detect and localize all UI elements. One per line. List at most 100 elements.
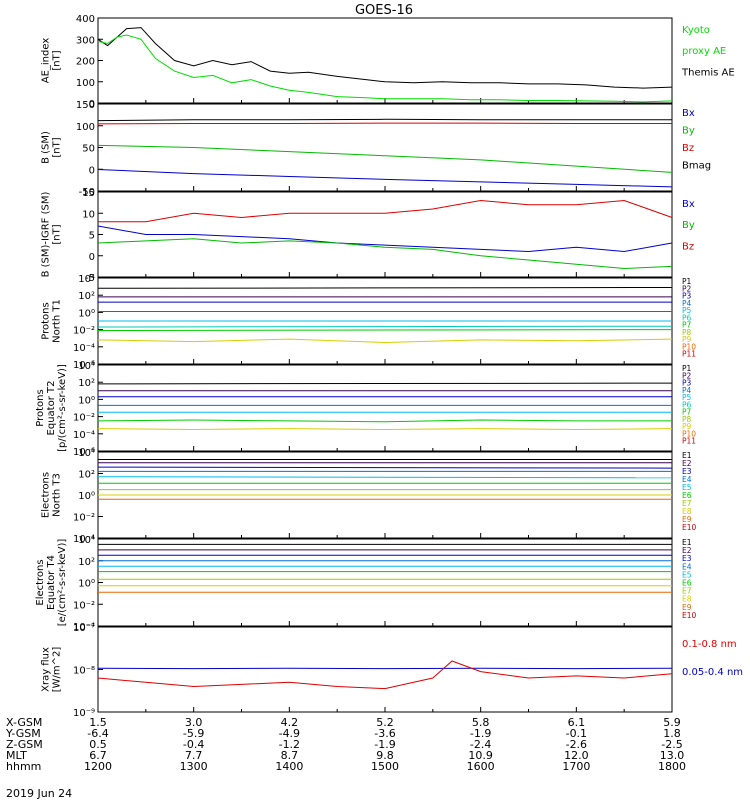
x-row-value: -0.1 bbox=[566, 727, 587, 740]
x-row-value: 5.8 bbox=[472, 716, 490, 729]
legend-entry: P3 bbox=[682, 379, 692, 388]
x-row-value: 3.0 bbox=[185, 716, 203, 729]
legend-entry: By bbox=[682, 220, 695, 231]
legend-entry: Bz bbox=[682, 143, 694, 154]
legend-entry: E6 bbox=[682, 579, 692, 588]
legend-entry: P6 bbox=[682, 400, 692, 409]
x-row-value: -3.6 bbox=[374, 727, 395, 740]
series-line bbox=[97, 27, 673, 89]
y-tick-label: 10⁻² bbox=[73, 413, 95, 424]
y-tick-label: 300 bbox=[76, 35, 95, 46]
y-axis-label: Electrons bbox=[41, 472, 52, 518]
legend-entry: Bx bbox=[682, 108, 695, 119]
series-line bbox=[97, 34, 673, 103]
legend-entry: P2 bbox=[682, 284, 692, 293]
series-line bbox=[97, 419, 672, 423]
y-tick-label: 10² bbox=[78, 291, 95, 302]
legend-entry: Themis AE bbox=[681, 67, 735, 78]
x-row-label: MLT bbox=[6, 749, 27, 762]
y-tick-label: 10⁰ bbox=[78, 491, 95, 502]
legend-entry: E3 bbox=[682, 467, 692, 476]
y-axis-label: [e/(cm²-s-sr-keV)] bbox=[57, 539, 68, 627]
x-row-value: -1.2 bbox=[279, 738, 300, 751]
panel-frame bbox=[97, 364, 673, 452]
x-row-value: -1.9 bbox=[374, 738, 395, 751]
y-tick-label: 10⁻⁷ bbox=[73, 623, 95, 634]
series-line bbox=[97, 660, 673, 690]
legend-entry: E5 bbox=[682, 483, 692, 492]
legend-entry: Bmag bbox=[682, 160, 711, 171]
series-line bbox=[97, 329, 673, 331]
x-row-value: 6.7 bbox=[89, 749, 107, 762]
legend-entry: P7 bbox=[682, 321, 692, 330]
x-row-label: Y-GSM bbox=[5, 727, 41, 740]
y-tick-label: 10⁰ bbox=[78, 579, 95, 590]
series-line bbox=[97, 225, 673, 253]
series-line bbox=[97, 428, 673, 431]
series-line bbox=[97, 382, 673, 385]
y-tick-label: 50 bbox=[82, 144, 95, 155]
x-row-value: 9.8 bbox=[376, 749, 394, 762]
legend-entry: P10 bbox=[682, 342, 696, 351]
series-line bbox=[97, 338, 673, 344]
x-row-value: -1.9 bbox=[470, 727, 491, 740]
y-tick-label: 10⁴ bbox=[78, 274, 95, 285]
y-axis-label: North T3 bbox=[52, 473, 63, 517]
x-row-value: 6.1 bbox=[568, 716, 586, 729]
legend-entry: E7 bbox=[682, 587, 692, 596]
panel-7: 10⁻⁴ 10⁻² 10⁰ 10² 10⁴ Electrons Equator T4 [e/(… bbox=[35, 535, 697, 633]
y-tick-label: 10⁴ bbox=[78, 535, 95, 546]
y-tick-label: 10⁰ bbox=[78, 308, 95, 319]
y-axis-label: [W/m^2] bbox=[52, 647, 63, 693]
legend-entry: E6 bbox=[682, 491, 692, 500]
x-row-value: 1400 bbox=[275, 760, 303, 773]
legend-entry: P4 bbox=[682, 299, 692, 308]
y-tick-label: -50 bbox=[79, 187, 95, 198]
series-line bbox=[97, 118, 672, 122]
y-tick-label: 10⁻⁴ bbox=[73, 534, 95, 545]
y-tick-label: 10² bbox=[78, 470, 95, 481]
y-tick-label: 200 bbox=[76, 57, 95, 68]
y-tick-label: 10⁻⁸ bbox=[73, 666, 95, 677]
x-row-value: 5.2 bbox=[376, 716, 394, 729]
series-line bbox=[97, 238, 673, 270]
y-tick-label: 15 bbox=[82, 188, 95, 199]
x-row-value: 1.5 bbox=[89, 716, 107, 729]
legend-entry: P5 bbox=[682, 306, 692, 315]
legend-entry: P2 bbox=[682, 371, 692, 380]
legend-entry: Bz bbox=[682, 241, 694, 252]
x-row-value: 5.9 bbox=[663, 716, 681, 729]
legend-entry: proxy AE bbox=[682, 46, 726, 57]
panel-1: 0 100 200 300 400 AE_index [nT] Kyoto proxy AE Th… bbox=[41, 14, 735, 110]
legend-entry: Kyoto bbox=[682, 25, 710, 36]
x-row-value: 1300 bbox=[180, 760, 208, 773]
y-tick-label: 10⁻² bbox=[73, 326, 95, 337]
legend-entry: P9 bbox=[682, 335, 692, 344]
legend-entry: E10 bbox=[682, 611, 697, 620]
y-tick-label: 10⁰ bbox=[78, 395, 95, 406]
y-tick-label: 10⁻⁶ bbox=[73, 360, 95, 371]
x-row-label: Z-GSM bbox=[6, 738, 43, 751]
legend-entry: E2 bbox=[682, 546, 692, 555]
legend-entry: P7 bbox=[682, 408, 692, 417]
legend-entry: E3 bbox=[682, 554, 692, 563]
x-row-value: 1.8 bbox=[663, 727, 681, 740]
legend-entry: E4 bbox=[682, 562, 692, 571]
x-row-value: 12.0 bbox=[564, 749, 589, 762]
y-tick-label: -5 bbox=[85, 273, 95, 284]
x-row-value: 1600 bbox=[467, 760, 495, 773]
x-row-value: 7.7 bbox=[185, 749, 203, 762]
y-tick-label: 150 bbox=[76, 100, 95, 111]
x-row-value: -6.4 bbox=[87, 727, 108, 740]
legend-entry: E8 bbox=[682, 507, 692, 516]
panel-frame bbox=[97, 626, 673, 713]
legend-entry: P4 bbox=[682, 386, 692, 395]
y-axis-label: AE_index bbox=[41, 38, 52, 84]
legend-entry: By bbox=[682, 126, 695, 137]
